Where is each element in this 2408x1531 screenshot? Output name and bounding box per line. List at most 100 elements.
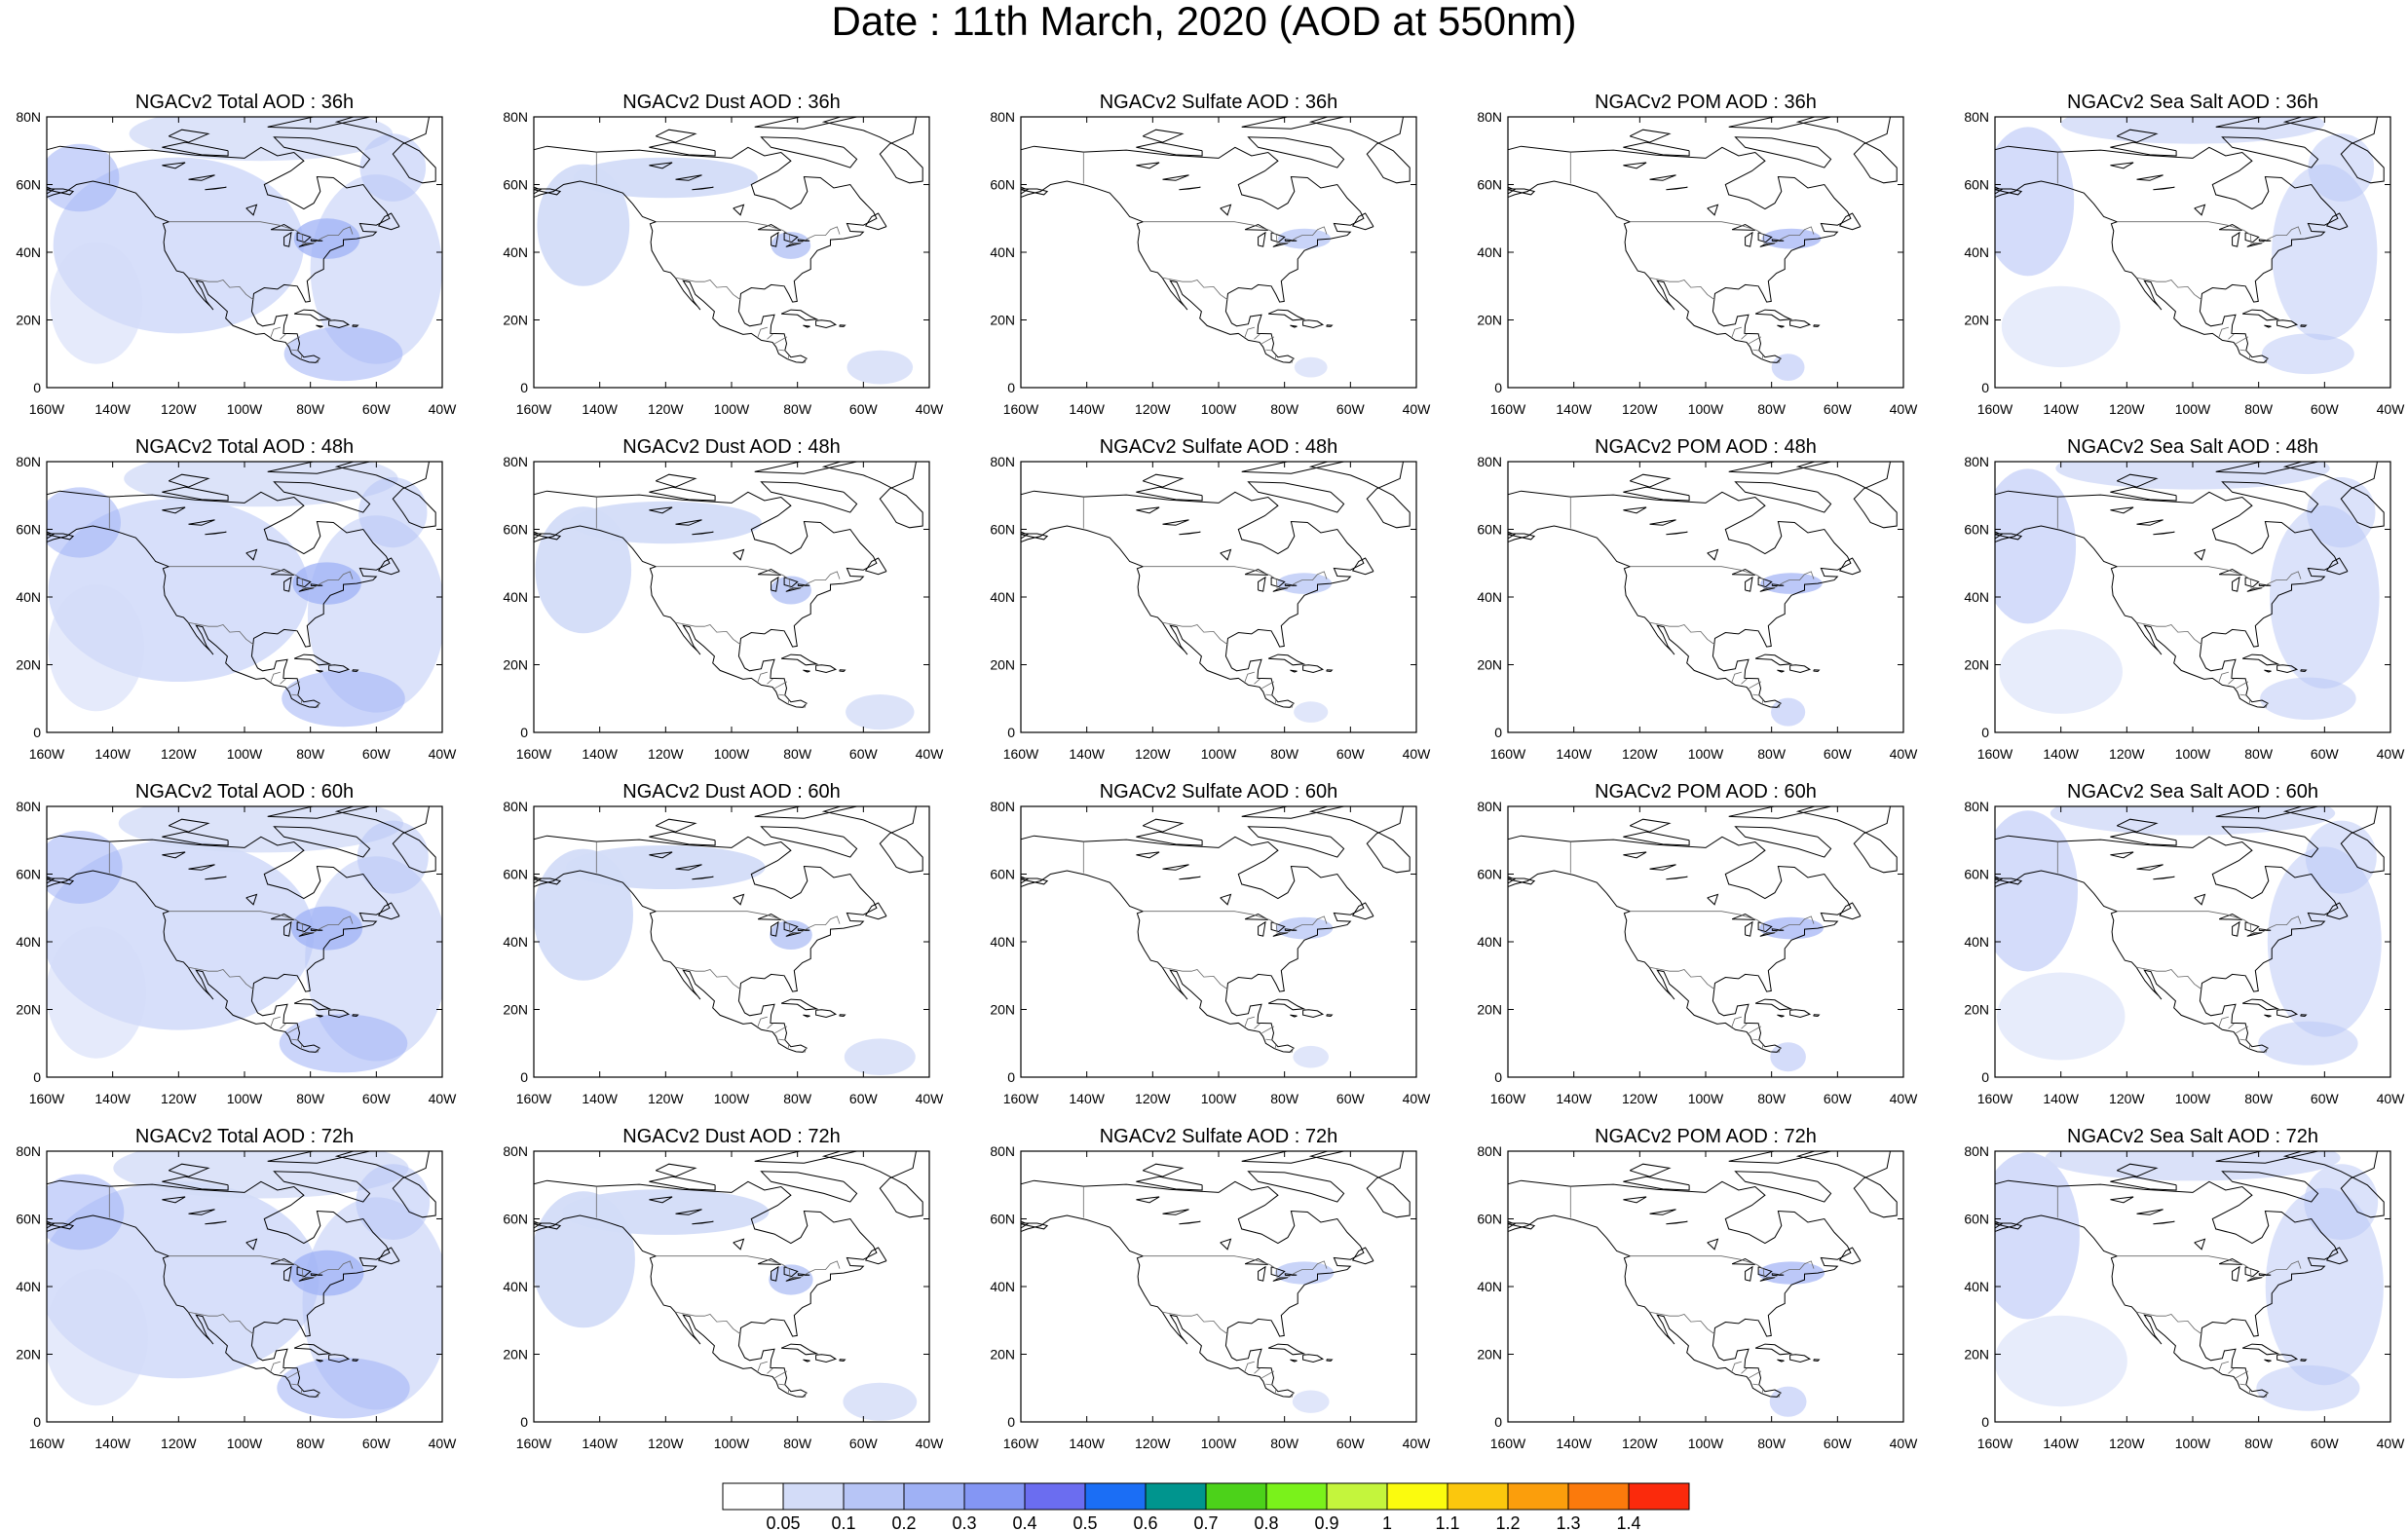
lon-tick-label: 120W <box>2109 1436 2145 1451</box>
lon-tick-label: 80W <box>1757 1436 1787 1451</box>
border-line <box>287 681 300 690</box>
border-line <box>774 681 787 690</box>
coastline-island <box>1795 806 1898 874</box>
border-line <box>675 621 741 646</box>
coastline-island <box>1955 1239 1981 1246</box>
border-line <box>280 1367 286 1374</box>
lon-tick-label: 160W <box>1003 1091 1039 1106</box>
aod-region <box>1995 127 2075 277</box>
aod-region <box>1275 916 1334 940</box>
coastline-north-america <box>1021 835 1365 1053</box>
lat-tick-label: 80N <box>1964 109 1989 125</box>
coastline-island <box>293 1343 332 1356</box>
lake-outline <box>733 893 745 906</box>
coastline-north-america <box>534 490 878 708</box>
coastline-island <box>1290 1359 1298 1363</box>
aod-region <box>2050 806 2336 836</box>
aod-region <box>537 164 630 286</box>
lake-outline <box>2110 162 2134 169</box>
coastline-island <box>1508 188 1536 196</box>
coastline-island <box>316 1359 323 1363</box>
coastline-north-america <box>1995 1179 2339 1398</box>
lon-tick-label: 120W <box>648 1436 684 1451</box>
lat-tick-label: 60N <box>503 177 528 193</box>
lon-tick-label: 100W <box>1201 1091 1237 1106</box>
lake-outline <box>1162 864 1189 871</box>
coastline-island <box>1629 818 1672 833</box>
coastline-island <box>2241 653 2280 666</box>
coastline-island <box>1308 117 1411 184</box>
coastline-island <box>293 998 332 1011</box>
colorbar-swatch <box>1084 1482 1147 1511</box>
lat-tick-label: 0 <box>1494 725 1502 740</box>
coastline-island <box>1789 1354 1812 1363</box>
border-line <box>2117 566 2302 590</box>
aod-region <box>1999 629 2123 714</box>
coastline-island <box>1508 1222 1536 1230</box>
lake-outline <box>1220 1238 1232 1251</box>
coastline-island <box>316 669 323 673</box>
lat-tick-label: 80N <box>990 1143 1015 1159</box>
lake-outline <box>1745 1265 1753 1282</box>
lon-tick-label: 120W <box>2109 746 2145 762</box>
coastline-north-america <box>1995 145 2339 363</box>
coastlines <box>534 462 923 708</box>
lake-outline <box>205 1220 227 1225</box>
lat-tick-label: 20N <box>1964 657 1989 673</box>
coastline-island <box>273 826 371 858</box>
lake-outline <box>757 568 782 576</box>
lat-tick-label: 0 <box>520 725 528 740</box>
lake-outline <box>1244 913 1269 920</box>
map-panel-pom-60: NGACv2 POM AOD : 60h 80N 60N 40N 20N 0 160W 140… <box>1477 781 1918 1106</box>
border-line <box>1741 333 1748 340</box>
lon-tick-label: 160W <box>1490 401 1526 417</box>
lake-outline <box>1136 506 1160 514</box>
border-line <box>300 1389 303 1395</box>
aod-region <box>47 926 146 1059</box>
coastline-island <box>1777 1359 1785 1363</box>
lon-tick-label: 120W <box>1622 1091 1658 1106</box>
border-line <box>2248 1389 2251 1395</box>
border-line <box>778 693 786 696</box>
lon-tick-label: 140W <box>94 746 131 762</box>
coastline-north-america <box>1995 835 2339 1053</box>
lon-tick-label: 60W <box>1824 1091 1853 1106</box>
panel-title: NGACv2 Dust AOD : 36h <box>622 92 840 113</box>
coastline-island <box>2282 806 2385 874</box>
lat-tick-label: 40N <box>503 934 528 950</box>
colorbar-swatch <box>1205 1482 1267 1511</box>
coastlines <box>1021 117 1411 363</box>
lon-tick-label: 40W <box>2377 1091 2406 1106</box>
aod-region <box>357 820 429 894</box>
border-line <box>787 699 790 705</box>
coastline-island <box>47 878 75 885</box>
map-panel-sulfate-60: NGACv2 Sulfate AOD : 60h 80N 60N 40N 20N 0 160… <box>990 781 1431 1106</box>
map-background <box>1508 1151 1903 1422</box>
lat-tick-label: 20N <box>503 1002 528 1018</box>
lake-outline <box>2218 913 2243 920</box>
lake-outline <box>692 876 714 880</box>
aod-region <box>359 133 427 202</box>
lake-outline <box>283 920 292 937</box>
border-line <box>1274 355 1277 360</box>
lon-tick-label: 80W <box>783 1091 812 1106</box>
aod-region <box>292 562 361 605</box>
coastline-island <box>839 1359 847 1363</box>
coastline-island <box>1351 212 1374 231</box>
political-borders <box>1569 497 1815 709</box>
border-line <box>2218 671 2230 684</box>
coastline-island <box>864 557 887 576</box>
border-line <box>2117 911 2302 935</box>
lon-tick-label: 120W <box>1135 1091 1171 1106</box>
coastline-island <box>377 557 400 576</box>
coastline-island <box>1629 1163 1672 1177</box>
lat-tick-label: 40N <box>16 934 41 950</box>
border-line <box>1731 1016 1743 1028</box>
lat-tick-label: 0 <box>1981 380 1989 395</box>
border-line <box>1749 1026 1761 1034</box>
coastline-island <box>2221 826 2319 858</box>
coastlines <box>1021 806 1411 1053</box>
lat-tick-label: 60N <box>16 522 41 538</box>
lat-tick-label: 80N <box>1964 799 1989 814</box>
lon-tick-label: 80W <box>1757 401 1787 417</box>
